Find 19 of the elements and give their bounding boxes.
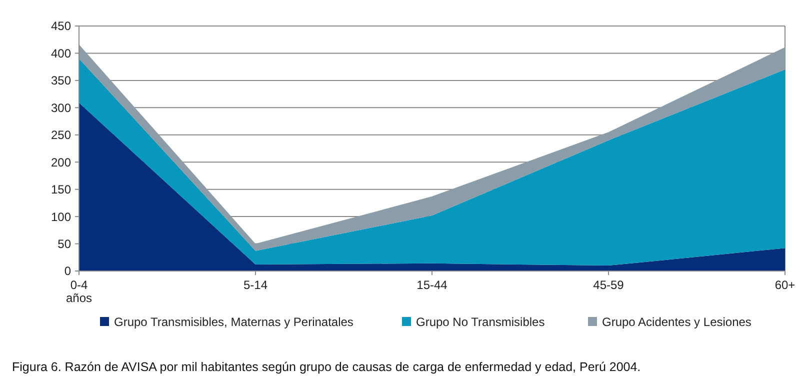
legend-label: Grupo Acidentes y Lesiones — [602, 315, 752, 330]
y-tick-label: 300 — [50, 100, 72, 115]
x-tick-label: 45-59 — [593, 278, 624, 292]
legend-label: Grupo Transmisibles, Maternas y Perinatales — [114, 315, 354, 330]
y-tick-label: 400 — [50, 46, 72, 60]
x-tick-label: 60+ — [774, 278, 796, 292]
legend-label: Grupo No Transmisibles — [416, 315, 545, 330]
y-tick-label: 100 — [50, 210, 72, 224]
y-tick-label: 450 — [50, 19, 72, 34]
x-tick-label: 5-14 — [243, 278, 268, 292]
y-tick-label: 350 — [50, 74, 72, 88]
y-tick-label: 150 — [50, 182, 72, 197]
y-tick-label: 50 — [58, 236, 72, 251]
y-tick-label: 250 — [50, 128, 72, 142]
y-tick-label: 200 — [50, 155, 72, 170]
y-tick-label: 0 — [64, 264, 72, 278]
x-tick-label: 15-44 — [416, 278, 448, 292]
x-tick-label: 0-4 años — [66, 278, 92, 305]
text: Figura 6. Razón de AVISA por mil habitantes según grupo de causas de carga de enfermedad y edad, Perú 2004. — [12, 360, 641, 374]
